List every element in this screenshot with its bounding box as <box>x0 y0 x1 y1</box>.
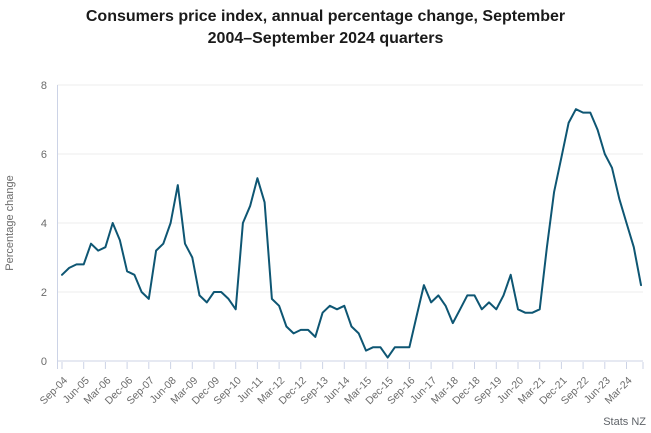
chart-title: Consumers price index, annual percentage… <box>0 6 651 50</box>
y-tick-label: 6 <box>41 149 47 161</box>
y-tick-label: 0 <box>41 356 47 368</box>
y-tick-label: 4 <box>41 218 47 230</box>
chart-title-line2: 2004–September 2024 quarters <box>207 30 444 47</box>
y-tick-label: 8 <box>41 80 47 92</box>
y-axis-title: Percentage change <box>4 175 16 270</box>
axis-layer <box>57 85 644 369</box>
cpi-line-series <box>61 108 642 359</box>
grid-layer <box>57 84 643 362</box>
source-attribution: Stats NZ <box>603 416 646 428</box>
chart-title-line1: Consumers price index, annual percentage… <box>85 8 566 25</box>
series-layer <box>61 108 642 359</box>
label-layer: 02468Sep-04Jun-05Mar-06Dec-06Sep-07Jun-0… <box>38 80 635 407</box>
y-tick-label: 2 <box>41 287 47 299</box>
